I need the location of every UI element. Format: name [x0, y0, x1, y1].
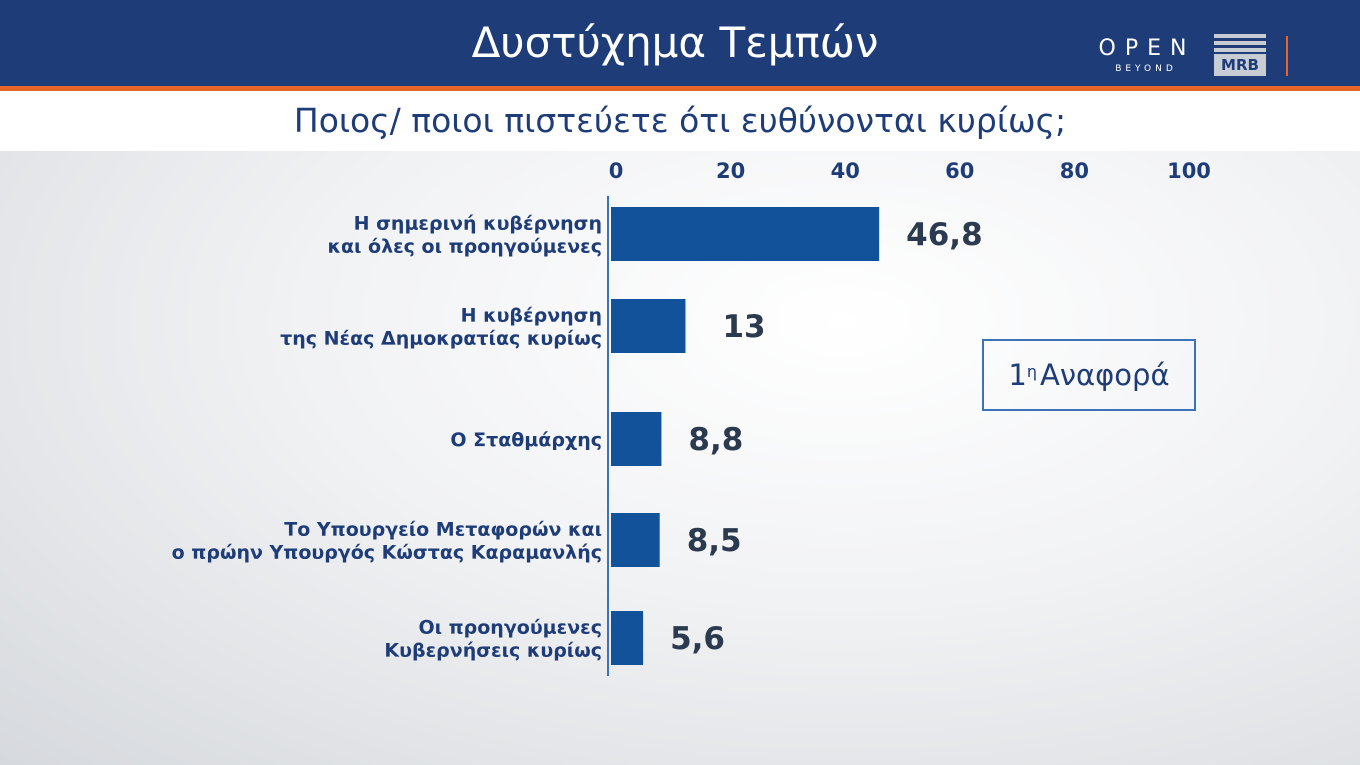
mention-note-box: 1 η Αναφορά — [982, 339, 1196, 411]
category-label: Οι προηγούμενες — [418, 617, 602, 639]
value-label: 13 — [722, 309, 765, 345]
mrb-logo: MRB — [1214, 34, 1266, 76]
category-label: Κυβερνήσεις κυρίως — [384, 640, 602, 662]
value-labels: 46,8 13 8,8 8,5 5,6 — [670, 217, 983, 657]
page-title: Δυστύχημα Τεμπών — [471, 18, 879, 67]
bars-group — [611, 207, 880, 665]
question-subtitle: Ποιος/ ποιοι πιστεύετε ότι ευθύνονται κυ… — [293, 101, 1067, 140]
category-label: Η κυβέρνηση — [461, 305, 602, 327]
x-tick-label: 40 — [831, 159, 860, 183]
note-text: Αναφορά — [1040, 358, 1170, 392]
open-logo: OPEN — [1098, 36, 1196, 61]
bar — [611, 513, 660, 567]
category-label: της Νέας Δημοκρατίας κυρίως — [280, 328, 602, 350]
bar — [611, 299, 686, 353]
bar — [611, 207, 880, 261]
bar — [611, 412, 662, 466]
category-label: Το Υπουργείο Μεταφορών και — [284, 519, 602, 541]
bar — [611, 611, 644, 665]
note-number: 1 — [1008, 358, 1027, 392]
category-label: ο πρώην Υπουργός Κώστας Καραμανλής — [172, 542, 602, 564]
x-tick-label: 100 — [1167, 159, 1211, 183]
value-label: 5,6 — [670, 621, 725, 657]
value-label: 8,5 — [687, 523, 742, 559]
x-axis-ticks: 0 20 40 60 80 100 — [609, 159, 1211, 183]
header-separator — [1286, 36, 1288, 76]
value-label: 8,8 — [688, 422, 743, 458]
x-tick-label: 0 — [609, 159, 624, 183]
header-accent-line — [0, 86, 1360, 91]
mrb-logo-text: MRB — [1214, 54, 1266, 76]
category-label: και όλες οι προηγούμενες — [327, 236, 602, 258]
x-tick-label: 60 — [945, 159, 974, 183]
value-label: 46,8 — [906, 217, 983, 253]
note-superscript: η — [1026, 361, 1038, 381]
category-label: Η σημερινή κυβέρνηση — [354, 213, 602, 235]
open-logo-subtitle: BEYOND — [1115, 64, 1177, 74]
header-bar — [0, 0, 1360, 86]
x-tick-label: 20 — [716, 159, 745, 183]
subtitle-bar — [0, 91, 1360, 151]
category-label: Ο Σταθμάρχης — [450, 429, 602, 451]
x-tick-label: 80 — [1060, 159, 1089, 183]
